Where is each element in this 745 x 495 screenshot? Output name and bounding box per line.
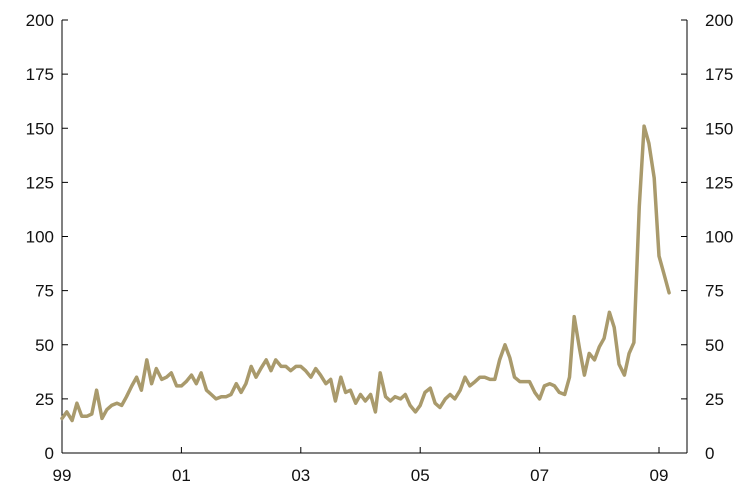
x-tick-label: 09 [650,466,669,485]
left-y-tick-label: 125 [26,173,54,192]
left-y-tick-label: 0 [45,444,54,463]
left-y-tick-label: 25 [35,390,54,409]
x-tick-label: 05 [411,466,430,485]
right-y-tick-label: 150 [705,119,733,138]
right-y-tick-label: 75 [705,282,724,301]
x-tick-label: 07 [530,466,549,485]
right-y-axis-labels: 0 25 50 75 100 125 150 175 200 [705,11,733,463]
left-y-axis-labels: 0 25 50 75 100 125 150 175 200 [26,11,54,463]
left-y-tick-label: 150 [26,119,54,138]
left-y-tick-label: 50 [35,336,54,355]
left-y-tick-label: 100 [26,228,54,247]
right-y-tick-label: 100 [705,228,733,247]
left-y-tick-label: 200 [26,11,54,30]
chart-axes [61,19,688,454]
right-y-tick-label: 25 [705,390,724,409]
right-y-tick-label: 200 [705,11,733,30]
series-line [60,124,671,423]
right-y-tick-label: 50 [705,336,724,355]
left-y-tick-label: 75 [35,282,54,301]
left-y-tick-label: 175 [26,65,54,84]
right-y-tick-label: 0 [705,444,714,463]
x-tick-label: 99 [53,466,72,485]
right-y-tick-label: 125 [705,173,733,192]
right-y-tick-label: 175 [705,65,733,84]
x-tick-label: 01 [172,466,191,485]
x-axis-labels: 99 01 03 05 07 09 [53,466,669,485]
x-tick-label: 03 [291,466,310,485]
